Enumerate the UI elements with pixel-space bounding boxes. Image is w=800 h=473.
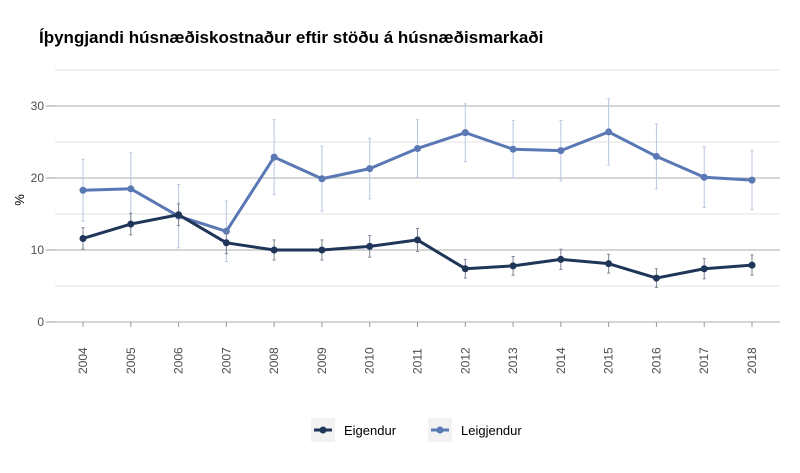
data-point: [222, 227, 230, 235]
data-point: [79, 234, 87, 242]
x-tick-label: 2006: [172, 347, 186, 374]
data-point: [222, 239, 230, 247]
data-point: [509, 262, 517, 270]
x-tick-label: 2018: [745, 347, 759, 374]
data-point: [414, 236, 421, 244]
x-tick-label: 2005: [124, 347, 138, 374]
x-tick-label: 2016: [649, 347, 663, 374]
data-point: [318, 175, 326, 183]
data-point: [461, 129, 469, 137]
legend-key-point: [319, 426, 327, 434]
x-tick-label: 2013: [506, 347, 520, 374]
data-point: [79, 186, 87, 194]
y-axis-label: %: [12, 194, 27, 206]
data-point: [557, 255, 565, 263]
data-point: [748, 261, 756, 269]
data-point: [318, 246, 326, 254]
x-tick-label: 2015: [602, 347, 616, 374]
legend-key-point: [436, 426, 444, 434]
data-point: [175, 211, 183, 219]
data-point: [605, 128, 613, 136]
data-point: [700, 265, 708, 273]
data-point: [461, 265, 469, 273]
x-tick-label: 2017: [697, 347, 711, 374]
x-tick-label: 2008: [267, 347, 281, 374]
chart-title: Íþyngjandi húsnæðiskostnaður eftir stöðu…: [39, 28, 544, 47]
legend-label: Eigendur: [344, 423, 397, 438]
x-tick-label: 2009: [315, 347, 329, 374]
data-point: [270, 153, 278, 161]
data-point: [557, 147, 565, 155]
legend-label: Leigjendur: [461, 423, 522, 438]
data-point: [366, 165, 374, 173]
y-tick-label: 30: [31, 99, 45, 113]
data-point: [366, 242, 374, 250]
data-point: [652, 152, 660, 160]
data-point: [270, 246, 278, 254]
x-tick-label: 2012: [458, 347, 472, 374]
data-point: [748, 176, 756, 184]
data-point: [127, 185, 135, 193]
y-tick-label: 0: [37, 315, 44, 329]
x-tick-label: 2014: [554, 347, 568, 374]
x-tick-label: 2004: [76, 347, 90, 374]
y-tick-label: 10: [31, 243, 45, 257]
data-point: [605, 260, 613, 268]
data-point: [414, 144, 421, 152]
y-tick-label: 20: [31, 171, 45, 185]
x-tick-label: 2010: [363, 347, 377, 374]
data-point: [700, 173, 708, 181]
x-tick-label: 2011: [411, 348, 425, 374]
data-point: [127, 220, 135, 228]
data-point: [652, 274, 660, 282]
x-tick-label: 2007: [219, 347, 233, 374]
data-point: [509, 145, 517, 153]
